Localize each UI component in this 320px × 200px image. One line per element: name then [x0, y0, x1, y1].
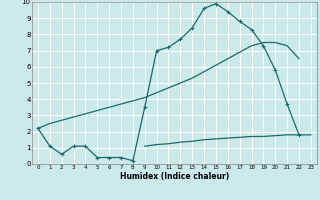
- X-axis label: Humidex (Indice chaleur): Humidex (Indice chaleur): [120, 172, 229, 181]
